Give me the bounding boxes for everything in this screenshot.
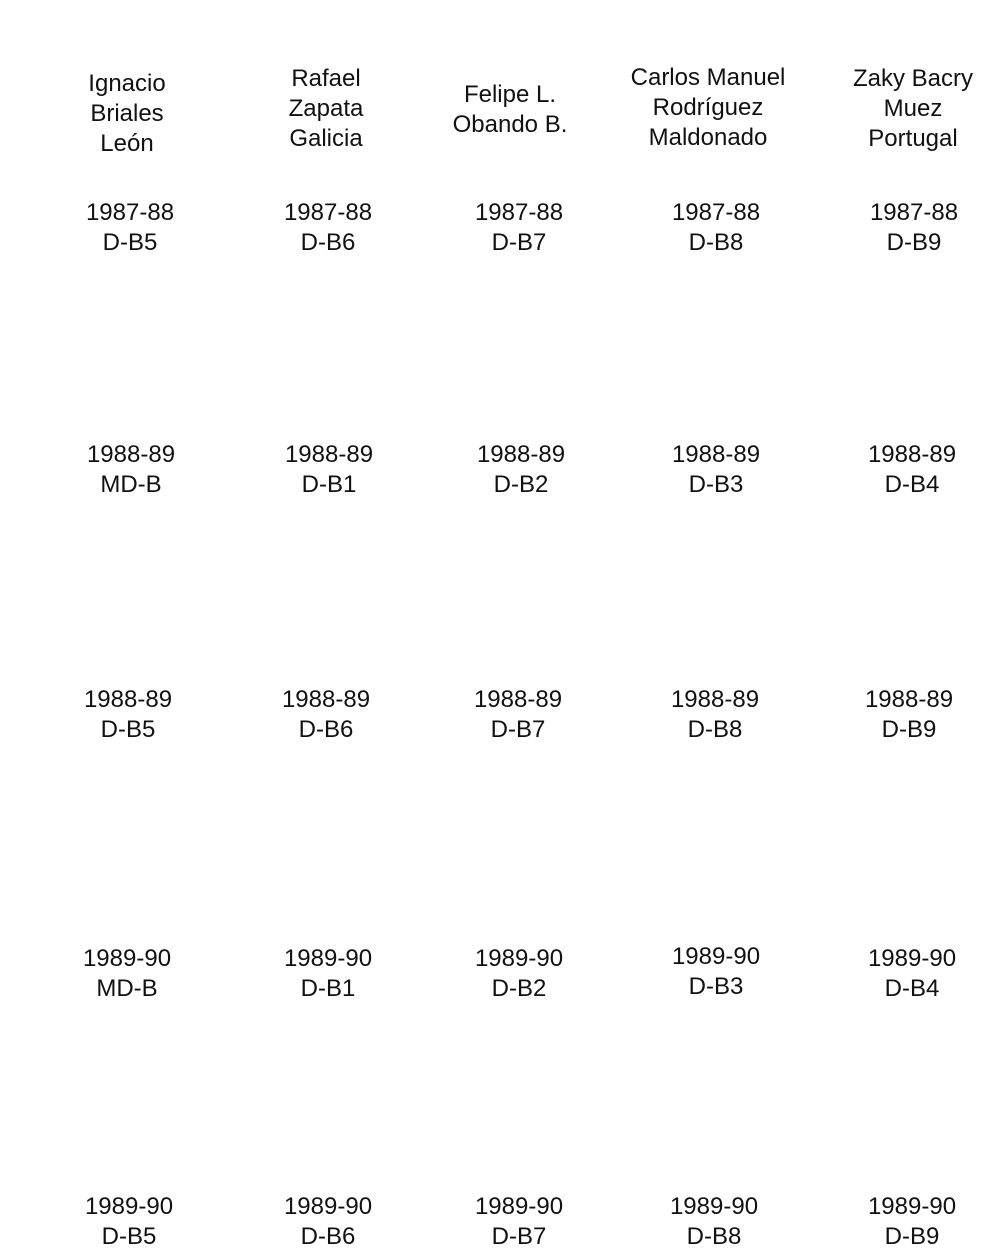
entry-code: D-B6 — [300, 1223, 356, 1250]
entry-code: D-B1 — [300, 975, 356, 1002]
header-line: Galicia — [289, 125, 363, 152]
header-line: Zaky Bacry — [852, 65, 974, 92]
entry-code: D-B9 — [886, 229, 942, 256]
entry-cell: 1988-89 D-B1 — [285, 440, 373, 500]
entry-cell: 1988-89 D-B6 — [282, 685, 370, 745]
entry-cell: 1989-90 D-B6 — [284, 1192, 372, 1252]
entry-code: D-B6 — [298, 716, 354, 743]
entry-year: 1989-90 — [82, 945, 172, 972]
entry-cell: 1987-88 D-B8 — [672, 198, 760, 258]
entry-cell: 1989-90 D-B8 — [670, 1192, 758, 1252]
entry-year: 1987-88 — [474, 199, 564, 226]
column-header: Ignacio Briales León — [88, 69, 165, 159]
entry-code: D-B9 — [881, 716, 937, 743]
entry-code: D-B2 — [493, 471, 549, 498]
entry-code: D-B5 — [102, 229, 158, 256]
entry-code: D-B6 — [300, 229, 356, 256]
entry-year: 1988-89 — [671, 441, 761, 468]
entry-year: 1988-89 — [473, 686, 563, 713]
entry-cell: 1988-89 D-B9 — [865, 685, 953, 745]
entry-year: 1989-90 — [283, 945, 373, 972]
column-header: Carlos Manuel Rodríguez Maldonado — [631, 63, 786, 153]
entry-code: D-B5 — [101, 1223, 157, 1250]
entry-cell: 1989-90 D-B3 — [672, 942, 760, 1002]
entry-year: 1989-90 — [84, 1193, 174, 1220]
entry-code: D-B4 — [884, 975, 940, 1002]
entry-cell: 1988-89 MD-B — [87, 440, 175, 500]
header-line: Zapata — [288, 95, 364, 122]
entry-cell: 1988-89 D-B5 — [84, 685, 172, 745]
header-line: Obando B. — [452, 111, 568, 138]
entry-cell: 1989-90 D-B5 — [85, 1192, 173, 1252]
entry-year: 1989-90 — [474, 945, 564, 972]
entry-cell: 1989-90 D-B2 — [475, 944, 563, 1004]
entry-year: 1989-90 — [867, 1193, 957, 1220]
column-header: Felipe L. Obando B. — [453, 80, 568, 140]
header-line: Felipe L. — [463, 81, 557, 108]
entry-cell: 1987-88 D-B7 — [475, 198, 563, 258]
entry-year: 1987-88 — [283, 199, 373, 226]
entry-year: 1988-89 — [83, 686, 173, 713]
entry-cell: 1989-90 MD-B — [83, 944, 171, 1004]
entry-code: D-B7 — [491, 229, 547, 256]
entry-year: 1987-88 — [85, 199, 175, 226]
header-line: Portugal — [868, 125, 958, 152]
header-line: Rafael — [291, 65, 361, 92]
header-line: León — [100, 130, 154, 157]
entry-code: D-B7 — [491, 1223, 547, 1250]
entry-year: 1989-90 — [671, 943, 761, 970]
entry-year: 1987-88 — [671, 199, 761, 226]
header-line: Briales — [90, 100, 164, 127]
entry-cell: 1987-88 D-B5 — [86, 198, 174, 258]
entry-cell: 1988-89 D-B2 — [477, 440, 565, 500]
entry-code: D-B7 — [490, 716, 546, 743]
entry-code: D-B3 — [688, 471, 744, 498]
entry-year: 1988-89 — [284, 441, 374, 468]
entry-cell: 1989-90 D-B4 — [868, 944, 956, 1004]
entry-year: 1988-89 — [670, 686, 760, 713]
header-line: Maldonado — [648, 124, 768, 151]
header-line: Rodríguez — [652, 94, 764, 121]
entry-cell: 1988-89 D-B7 — [474, 685, 562, 745]
column-header: Rafael Zapata Galicia — [289, 64, 364, 154]
entry-year: 1989-90 — [474, 1193, 564, 1220]
entry-cell: 1988-89 D-B3 — [672, 440, 760, 500]
entry-year: 1988-89 — [476, 441, 566, 468]
header-line: Ignacio — [88, 70, 166, 97]
entry-code: D-B8 — [687, 716, 743, 743]
entry-code: D-B1 — [301, 471, 357, 498]
entry-code: MD-B — [100, 471, 162, 498]
entry-cell: 1988-89 D-B4 — [868, 440, 956, 500]
entry-cell: 1989-90 D-B1 — [284, 944, 372, 1004]
header-line: Muez — [883, 95, 943, 122]
entry-cell: 1987-88 D-B9 — [870, 198, 958, 258]
entry-year: 1987-88 — [869, 199, 959, 226]
entry-cell: 1988-89 D-B8 — [671, 685, 759, 745]
entry-code: D-B4 — [884, 471, 940, 498]
entry-cell: 1989-90 D-B7 — [475, 1192, 563, 1252]
entry-year: 1988-89 — [86, 441, 176, 468]
entry-code: D-B8 — [686, 1223, 742, 1250]
entry-code: D-B8 — [688, 229, 744, 256]
entry-code: D-B2 — [491, 975, 547, 1002]
column-header: Zaky Bacry Muez Portugal — [853, 64, 973, 154]
entry-year: 1989-90 — [283, 1193, 373, 1220]
entry-year: 1988-89 — [864, 686, 954, 713]
entry-year: 1988-89 — [281, 686, 371, 713]
entry-code: D-B5 — [100, 716, 156, 743]
header-line: Carlos Manuel — [630, 64, 786, 91]
entry-code: D-B3 — [688, 973, 744, 1000]
entry-code: MD-B — [96, 975, 158, 1002]
entry-year: 1989-90 — [867, 945, 957, 972]
entry-year: 1988-89 — [867, 441, 957, 468]
entry-cell: 1987-88 D-B6 — [284, 198, 372, 258]
entry-year: 1989-90 — [669, 1193, 759, 1220]
entry-cell: 1989-90 D-B9 — [868, 1192, 956, 1252]
entry-code: D-B9 — [884, 1223, 940, 1250]
